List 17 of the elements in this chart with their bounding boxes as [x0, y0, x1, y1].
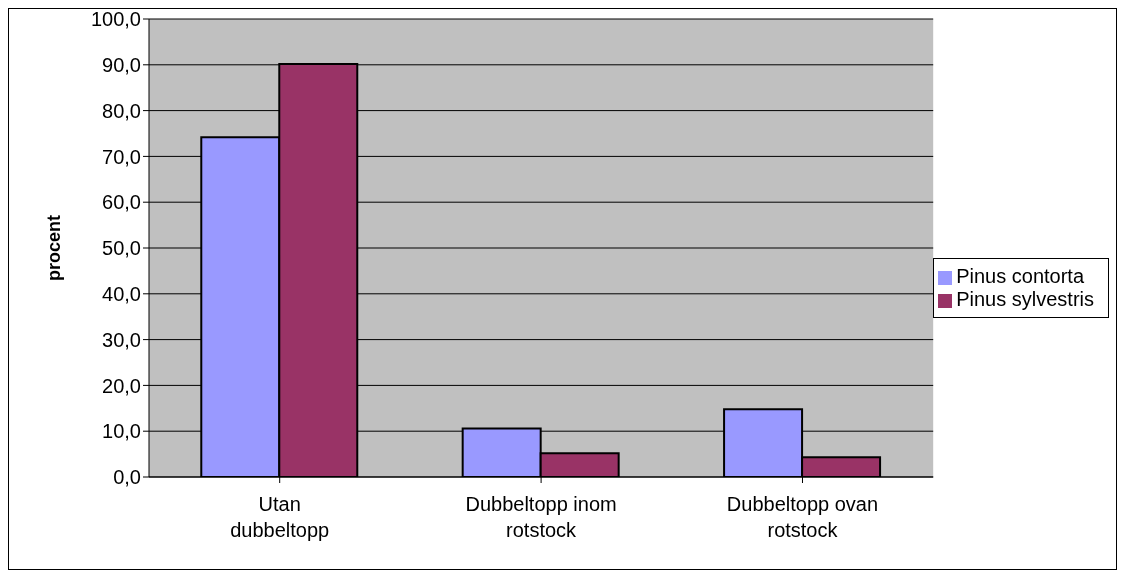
legend-label: Pinus sylvestris: [956, 288, 1094, 310]
y-tick-label: 90,0: [102, 53, 141, 76]
y-tick-label: 60,0: [102, 191, 141, 214]
y-tick-label: 0,0: [113, 466, 141, 489]
legend-label: Pinus contorta: [956, 265, 1085, 287]
x-tick-label: Utan dubbeltopp: [230, 493, 330, 541]
y-tick-label: 70,0: [102, 145, 141, 168]
y-tick-label: 50,0: [102, 237, 141, 260]
y-axis-title: procent: [44, 214, 65, 282]
y-tick-label: 10,0: [102, 420, 141, 443]
y-tick-label: 20,0: [102, 374, 141, 397]
x-tick-label: Dubbeltopp ovan rotstock: [726, 493, 879, 541]
y-tick-label: 100,0: [90, 8, 141, 31]
y-tick-label: 30,0: [102, 328, 141, 351]
y-tick-label: 80,0: [102, 99, 141, 122]
x-tick-label: Dubbeltopp inom rotstock: [465, 493, 617, 541]
y-tick-label: 40,0: [102, 282, 141, 305]
